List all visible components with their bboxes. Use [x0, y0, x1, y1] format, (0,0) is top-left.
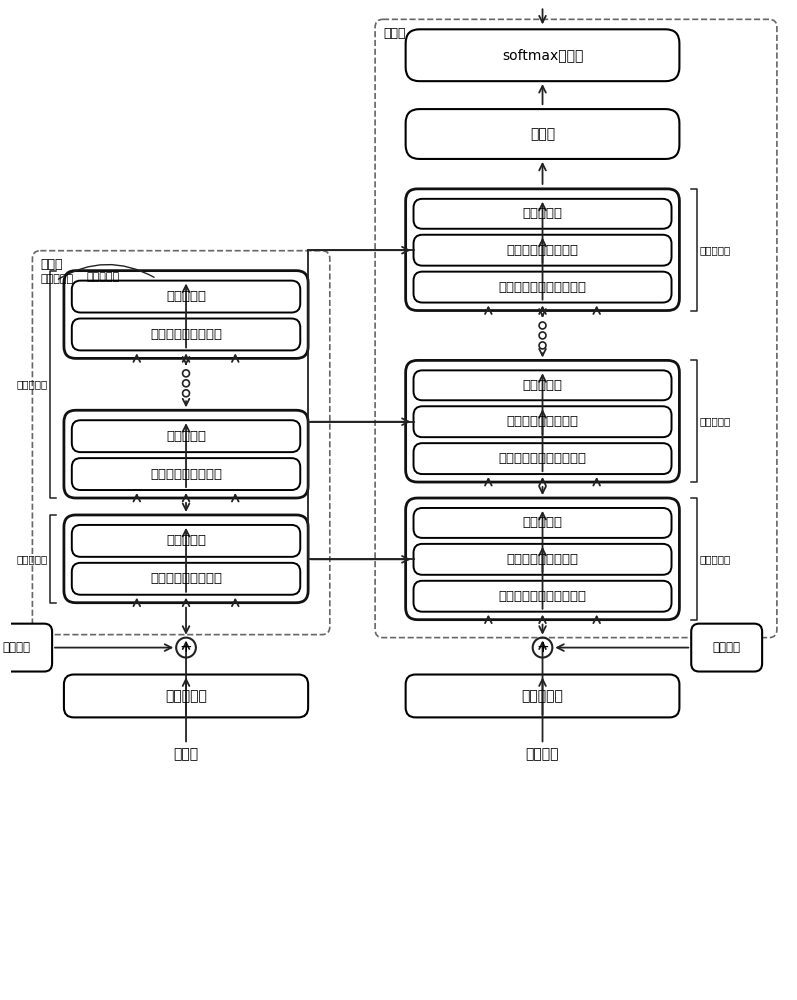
- FancyBboxPatch shape: [72, 525, 300, 557]
- FancyBboxPatch shape: [414, 581, 672, 612]
- Text: 编码堆栈层: 编码堆栈层: [17, 379, 48, 389]
- FancyBboxPatch shape: [72, 319, 300, 350]
- Text: 第一嵌入层: 第一嵌入层: [165, 689, 207, 703]
- Text: 目标语句: 目标语句: [526, 747, 559, 761]
- FancyBboxPatch shape: [406, 360, 679, 482]
- Text: 前馈网络层: 前馈网络层: [523, 516, 563, 529]
- FancyBboxPatch shape: [414, 199, 672, 229]
- FancyBboxPatch shape: [414, 508, 672, 538]
- FancyBboxPatch shape: [0, 624, 52, 672]
- Text: 编码堆栈层: 编码堆栈层: [87, 272, 120, 282]
- Text: 多头注意力机制子层: 多头注意力机制子层: [507, 553, 579, 566]
- FancyBboxPatch shape: [72, 458, 300, 490]
- FancyBboxPatch shape: [414, 272, 672, 303]
- Text: 源语句: 源语句: [174, 747, 198, 761]
- FancyBboxPatch shape: [64, 271, 308, 358]
- FancyBboxPatch shape: [406, 29, 679, 81]
- FancyBboxPatch shape: [72, 420, 300, 452]
- Text: 解码堆栈层: 解码堆栈层: [699, 554, 730, 564]
- Text: 编码堆栈层: 编码堆栈层: [41, 274, 73, 284]
- Text: 线性层: 线性层: [530, 127, 555, 141]
- FancyBboxPatch shape: [406, 498, 679, 620]
- Text: +: +: [179, 640, 192, 655]
- Text: 多头注意力机制子层: 多头注意力机制子层: [150, 468, 222, 481]
- FancyBboxPatch shape: [64, 410, 308, 498]
- Text: 隐式多头注意力机制子层: 隐式多头注意力机制子层: [498, 590, 587, 603]
- Text: 位置编码: 位置编码: [713, 641, 740, 654]
- Text: 前馈网络层: 前馈网络层: [523, 379, 563, 392]
- Text: 位置编码: 位置编码: [2, 641, 30, 654]
- FancyBboxPatch shape: [406, 109, 679, 159]
- Text: 前馈网络层: 前馈网络层: [166, 430, 206, 443]
- Text: 编码堆栈层: 编码堆栈层: [17, 554, 48, 564]
- Text: softmax函数层: softmax函数层: [502, 48, 583, 62]
- Text: 多头注意力机制子层: 多头注意力机制子层: [507, 244, 579, 257]
- FancyBboxPatch shape: [414, 443, 672, 474]
- Text: 解码层: 解码层: [383, 27, 406, 40]
- FancyBboxPatch shape: [72, 563, 300, 595]
- Text: 隐式多头注意力机制子层: 隐式多头注意力机制子层: [498, 281, 587, 294]
- Text: 隐式多头注意力机制子层: 隐式多头注意力机制子层: [498, 452, 587, 465]
- Text: +: +: [536, 640, 549, 655]
- FancyBboxPatch shape: [72, 281, 300, 313]
- Text: 多头注意力机制子层: 多头注意力机制子层: [150, 328, 222, 341]
- FancyBboxPatch shape: [691, 624, 762, 672]
- FancyBboxPatch shape: [406, 675, 679, 717]
- Text: 第二嵌入层: 第二嵌入层: [521, 689, 563, 703]
- FancyBboxPatch shape: [414, 406, 672, 437]
- Text: 前馈网络层: 前馈网络层: [523, 207, 563, 220]
- Text: 编码层: 编码层: [41, 258, 63, 271]
- FancyBboxPatch shape: [406, 189, 679, 311]
- FancyBboxPatch shape: [414, 370, 672, 400]
- Text: 前馈网络层: 前馈网络层: [166, 290, 206, 303]
- FancyBboxPatch shape: [64, 515, 308, 603]
- Text: 解码堆栈层: 解码堆栈层: [699, 245, 730, 255]
- FancyBboxPatch shape: [414, 235, 672, 266]
- Text: 多头注意力机制子层: 多头注意力机制子层: [507, 415, 579, 428]
- FancyBboxPatch shape: [64, 675, 308, 717]
- Text: 解码堆栈层: 解码堆栈层: [699, 416, 730, 426]
- Text: 多头注意力机制子层: 多头注意力机制子层: [150, 572, 222, 585]
- Text: 前馈网络层: 前馈网络层: [166, 534, 206, 547]
- FancyBboxPatch shape: [414, 544, 672, 575]
